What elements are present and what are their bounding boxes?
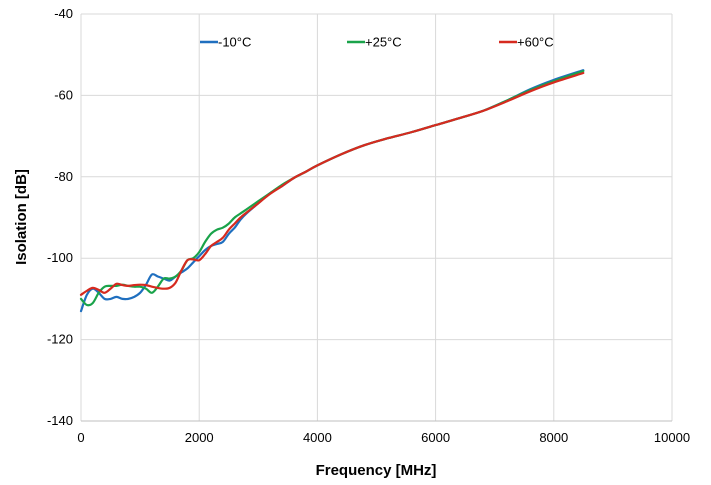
legend-label: -10°C <box>218 35 251 50</box>
y-tick-label: -120 <box>47 332 73 347</box>
x-tick-label: 0 <box>77 430 84 445</box>
y-tick-label: -40 <box>54 6 73 21</box>
y-tick-label: -100 <box>47 250 73 265</box>
x-tick-label: 8000 <box>539 430 568 445</box>
legend-label: +25°C <box>365 35 402 50</box>
x-tick-label: 6000 <box>421 430 450 445</box>
gridlines <box>80 13 673 422</box>
x-tick-label: 4000 <box>303 430 332 445</box>
x-axis-title: Frequency [MHz] <box>316 462 437 479</box>
y-tick-label: -80 <box>54 169 73 184</box>
y-axis-title: Isolation [dB] <box>13 169 30 265</box>
y-tick-labels: -140 -120 -100 -80 -60 -40 <box>47 6 73 428</box>
legend: -10°C +25°C +60°C <box>200 35 554 50</box>
x-tick-label: 10000 <box>654 430 690 445</box>
series-line-3 <box>79 71 585 296</box>
y-tick-label: -140 <box>47 413 73 428</box>
legend-label: +60°C <box>517 35 554 50</box>
x-tick-label: 2000 <box>185 430 214 445</box>
y-tick-label: -60 <box>54 87 73 102</box>
x-tick-labels: 0 2000 4000 6000 8000 10000 <box>77 430 690 445</box>
series-lines <box>79 69 585 313</box>
